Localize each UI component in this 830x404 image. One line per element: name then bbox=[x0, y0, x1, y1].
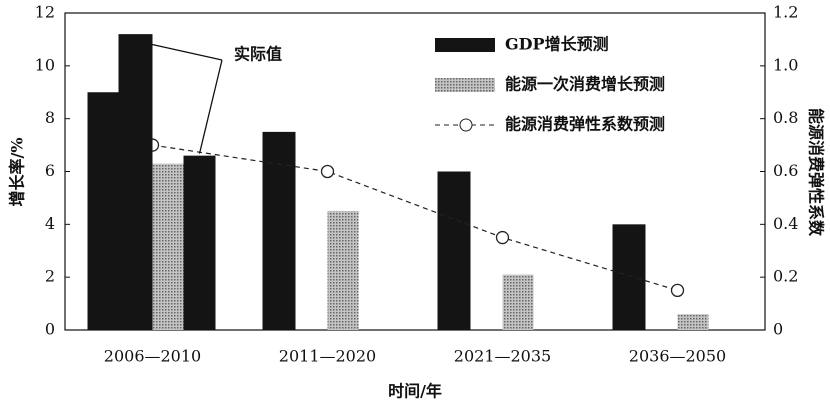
marker bbox=[495, 230, 510, 245]
y-tick-label: 12 bbox=[35, 3, 55, 22]
y2-axis-label: 能源消费弹性系数 bbox=[807, 108, 826, 237]
y-tick-label: 8 bbox=[45, 108, 55, 127]
y-axis-label: 增长率/% bbox=[8, 137, 27, 206]
bar bbox=[118, 34, 153, 331]
annotation-arrow bbox=[150, 43, 223, 61]
y-tick-label: 2 bbox=[45, 267, 55, 286]
bar bbox=[677, 314, 709, 330]
legend-label: GDP增长预测 bbox=[505, 35, 609, 54]
y2-tick-label: 0.2 bbox=[773, 267, 798, 286]
bar bbox=[183, 155, 216, 330]
bar bbox=[87, 92, 121, 330]
marker bbox=[320, 164, 335, 179]
y2-tick-label: 0 bbox=[773, 320, 783, 339]
legend-swatch bbox=[435, 78, 495, 92]
legend-label: 能源一次消费增长预测 bbox=[505, 75, 665, 94]
y-tick-label: 0 bbox=[45, 320, 55, 339]
bar bbox=[152, 163, 184, 330]
y2-tick-label: 0.4 bbox=[773, 214, 798, 233]
y-tick-label: 4 bbox=[45, 214, 55, 233]
y2-tick-label: 1.0 bbox=[773, 55, 798, 74]
x-tick-label: 2036—2050 bbox=[629, 347, 726, 366]
x-tick-label: 2011—2020 bbox=[279, 347, 376, 366]
y2-tick-label: 0.6 bbox=[773, 161, 798, 180]
x-tick-label: 2006—2010 bbox=[104, 347, 201, 366]
y2-tick-label: 0.8 bbox=[773, 108, 798, 127]
x-tick-label: 2021—2035 bbox=[454, 347, 551, 366]
legend-marker bbox=[459, 118, 473, 132]
y2-tick-label: 1.2 bbox=[773, 3, 798, 22]
x-axis-label: 时间/年 bbox=[388, 382, 442, 401]
bar bbox=[327, 211, 359, 330]
legend-label: 能源消费弹性系数预测 bbox=[505, 115, 665, 134]
bar bbox=[262, 131, 296, 330]
marker bbox=[670, 283, 685, 298]
annotation: 实际值 bbox=[234, 45, 282, 64]
bar bbox=[502, 274, 534, 330]
y-tick-label: 6 bbox=[45, 161, 55, 180]
bar bbox=[437, 171, 471, 330]
legend-swatch bbox=[435, 38, 495, 52]
line bbox=[152, 144, 678, 291]
annotation-arrow bbox=[198, 59, 223, 154]
bar bbox=[612, 224, 646, 330]
y-tick-label: 10 bbox=[35, 55, 55, 74]
